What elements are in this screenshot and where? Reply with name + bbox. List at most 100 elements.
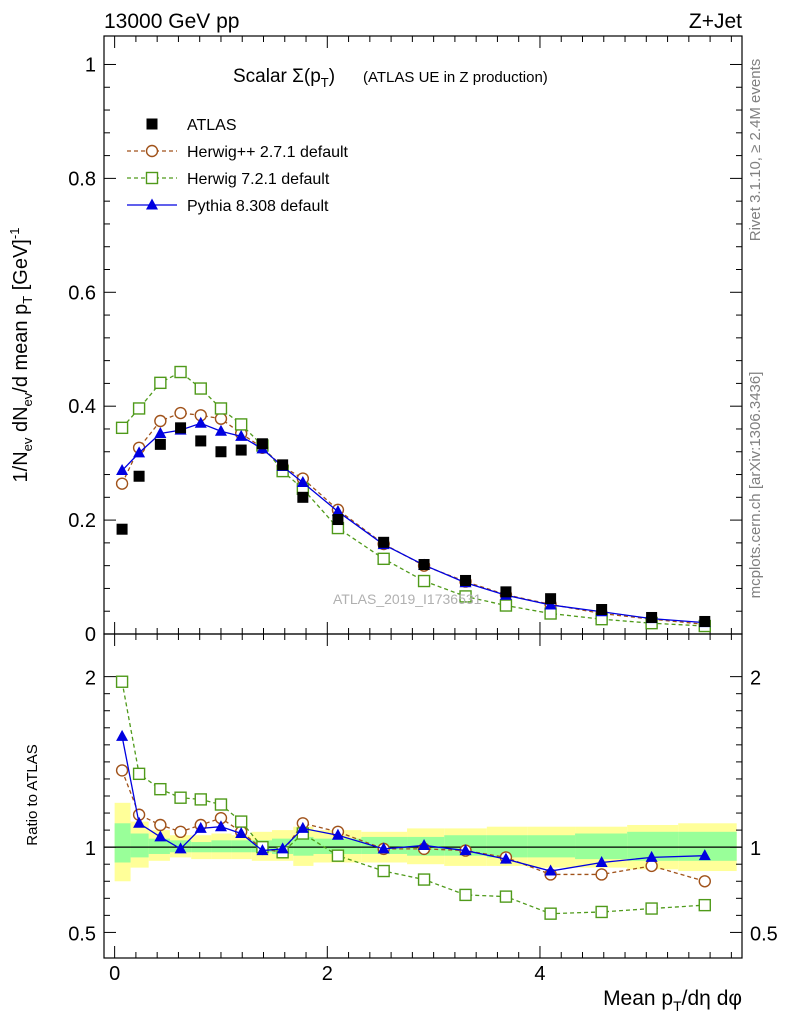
ratio-y-tick-label: 1 [85, 838, 96, 860]
main-point-atlas [297, 491, 309, 503]
main-point-herwig-7-2-1-default [174, 365, 187, 379]
ratio-point-herwig-7-2-1-default [331, 849, 345, 862]
main-point-atlas [646, 611, 658, 623]
ratio-point-herwig-7-2-1-default [544, 907, 557, 920]
legend-label: Pythia 8.308 default [187, 198, 329, 215]
main-y-tick-label: 0.4 [68, 396, 96, 418]
rivet-version-label: Rivet 3.1.10, ≥ 2.4M events [747, 59, 764, 242]
band-green-bin [211, 840, 232, 853]
legend-item-atlas: ATLAS [146, 117, 237, 134]
main-point-herwig-7-2-1-default [499, 599, 513, 612]
x-tick-label: 2 [322, 963, 333, 985]
main-point-pythia-8-308-default [194, 416, 207, 428]
ratio-point-herwig-7-2-1-default [234, 815, 248, 828]
svg-text:Mean pT/dη dφ: Mean pT/dη dφ [603, 987, 742, 1014]
band-green-bin [114, 823, 131, 863]
ratio-y-axis-label: Ratio to ATLAS [24, 744, 41, 845]
main-point-pythia-8-308-default [296, 476, 309, 488]
legend-item-herwig-2-7-1-default: Herwig++ 2.7.1 default [127, 144, 349, 161]
ratio-series-herwig-2-7-1-default [115, 764, 711, 888]
main-point-atlas [215, 446, 227, 458]
ratio-point-herwig-7-2-1-default [194, 793, 207, 806]
ratio-point-herwig-7-2-1-default [698, 898, 711, 912]
main-point-atlas [277, 459, 289, 471]
ratio-point-herwig-2-7-1-default [645, 859, 658, 873]
ratio-point-pythia-8-308-default [194, 821, 207, 833]
main-point-herwig-7-2-1-default [115, 421, 129, 435]
main-point-atlas [378, 536, 390, 548]
main-point-atlas [133, 470, 145, 482]
ratio-point-herwig-7-2-1-default [377, 864, 390, 878]
legend-item-herwig-7-2-1-default: Herwig 7.2.1 default [127, 171, 330, 188]
ratio-point-pythia-8-308-default [698, 849, 711, 861]
ratio-point-pythia-8-308-default [331, 828, 344, 840]
ratio-point-pythia-8-308-default [377, 842, 390, 854]
band-green-bin [148, 838, 170, 854]
band-green-bin [486, 835, 528, 858]
main-point-herwig-7-2-1-default [459, 590, 472, 603]
ratio-point-pythia-8-308-default [595, 856, 608, 868]
ratio-point-herwig-7-2-1-default [115, 675, 129, 688]
main-point-herwig-2-7-1-default [214, 412, 228, 425]
analysis-watermark: ATLAS_2019_I1736531 [333, 591, 482, 607]
main-point-atlas [545, 593, 557, 605]
ratio-point-herwig-7-2-1-default [645, 902, 658, 915]
legend-marker [146, 198, 158, 210]
main-point-herwig-7-2-1-default [154, 376, 167, 390]
main-series-atlas [116, 422, 711, 627]
band-green-bin [575, 833, 628, 860]
main-y-tick-label: 0 [85, 624, 96, 646]
band-green-bin [231, 840, 252, 853]
ratio-point-herwig-2-7-1-default [595, 868, 608, 881]
ratio-y-tick-label: 2 [85, 668, 96, 690]
x-axis-label: Mean pT/dη dφ [603, 987, 742, 1014]
svg-text:1/Nev dNev/d mean pT [GeV]-1: 1/Nev dNev/d mean pT [GeV]-1 [7, 228, 35, 483]
main-point-atlas [195, 435, 207, 447]
x-tick-label: 0 [109, 963, 120, 985]
header-collision: 13000 GeV pp [104, 10, 239, 33]
ratio-y-tick-label: 0.5 [68, 923, 96, 945]
main-point-herwig-2-7-1-default [154, 414, 167, 428]
ratio-point-pythia-8-308-default [174, 842, 187, 854]
ratio-point-pythia-8-308-default [645, 850, 658, 862]
band-green-bin [527, 835, 576, 858]
ratio-point-pythia-8-308-default [256, 844, 269, 856]
main-point-herwig-2-7-1-default [174, 406, 187, 420]
legend-label: Herwig++ 2.7.1 default [187, 144, 349, 161]
main-point-atlas [154, 438, 166, 450]
main-y-tick-label: 0.6 [68, 282, 96, 304]
ratio-series-herwig-7-2-1-default [115, 675, 711, 920]
ratio-series-pythia-8-308-default [116, 729, 711, 876]
main-point-atlas [418, 559, 430, 571]
main-line-herwig-7-2-1-default [121, 371, 705, 627]
main-point-herwig-7-2-1-default [377, 552, 390, 566]
main-y-tick-label: 0.8 [68, 168, 96, 190]
ratio-point-pythia-8-308-default [214, 820, 227, 832]
legend-item-pythia-8-308-default: Pythia 8.308 default [127, 198, 329, 215]
band-green-bin [293, 836, 314, 856]
main-y-tick-label: 0.2 [68, 510, 96, 532]
header-process: Z+Jet [689, 10, 742, 33]
main-point-herwig-7-2-1-default [132, 402, 146, 415]
mcplots-url-label: mcplots.cern.ch [arXiv:1306.3436] [747, 372, 764, 599]
main-point-herwig-7-2-1-default [194, 382, 207, 395]
ratio-point-herwig-2-7-1-default [174, 825, 187, 839]
band-green-bin [130, 833, 149, 858]
main-point-atlas [256, 438, 268, 450]
ratio-y-tick-label-right: 1 [750, 838, 761, 860]
main-point-atlas [596, 604, 608, 616]
ratio-point-herwig-7-2-1-default [595, 905, 608, 919]
ratio-point-herwig-7-2-1-default [417, 873, 431, 886]
main-point-atlas [116, 523, 128, 535]
ratio-point-pythia-8-308-default [154, 830, 167, 842]
ratio-point-pythia-8-308-default [296, 821, 309, 833]
main-point-herwig-7-2-1-default [417, 574, 431, 588]
main-point-atlas [500, 586, 512, 598]
ratio-point-pythia-8-308-default [133, 816, 146, 828]
ratio-point-herwig-7-2-1-default [214, 798, 228, 811]
main-point-herwig-2-7-1-default [115, 477, 129, 490]
ratio-point-pythia-8-308-default [499, 852, 512, 864]
main-point-atlas [235, 444, 247, 456]
legend-marker [146, 118, 158, 130]
